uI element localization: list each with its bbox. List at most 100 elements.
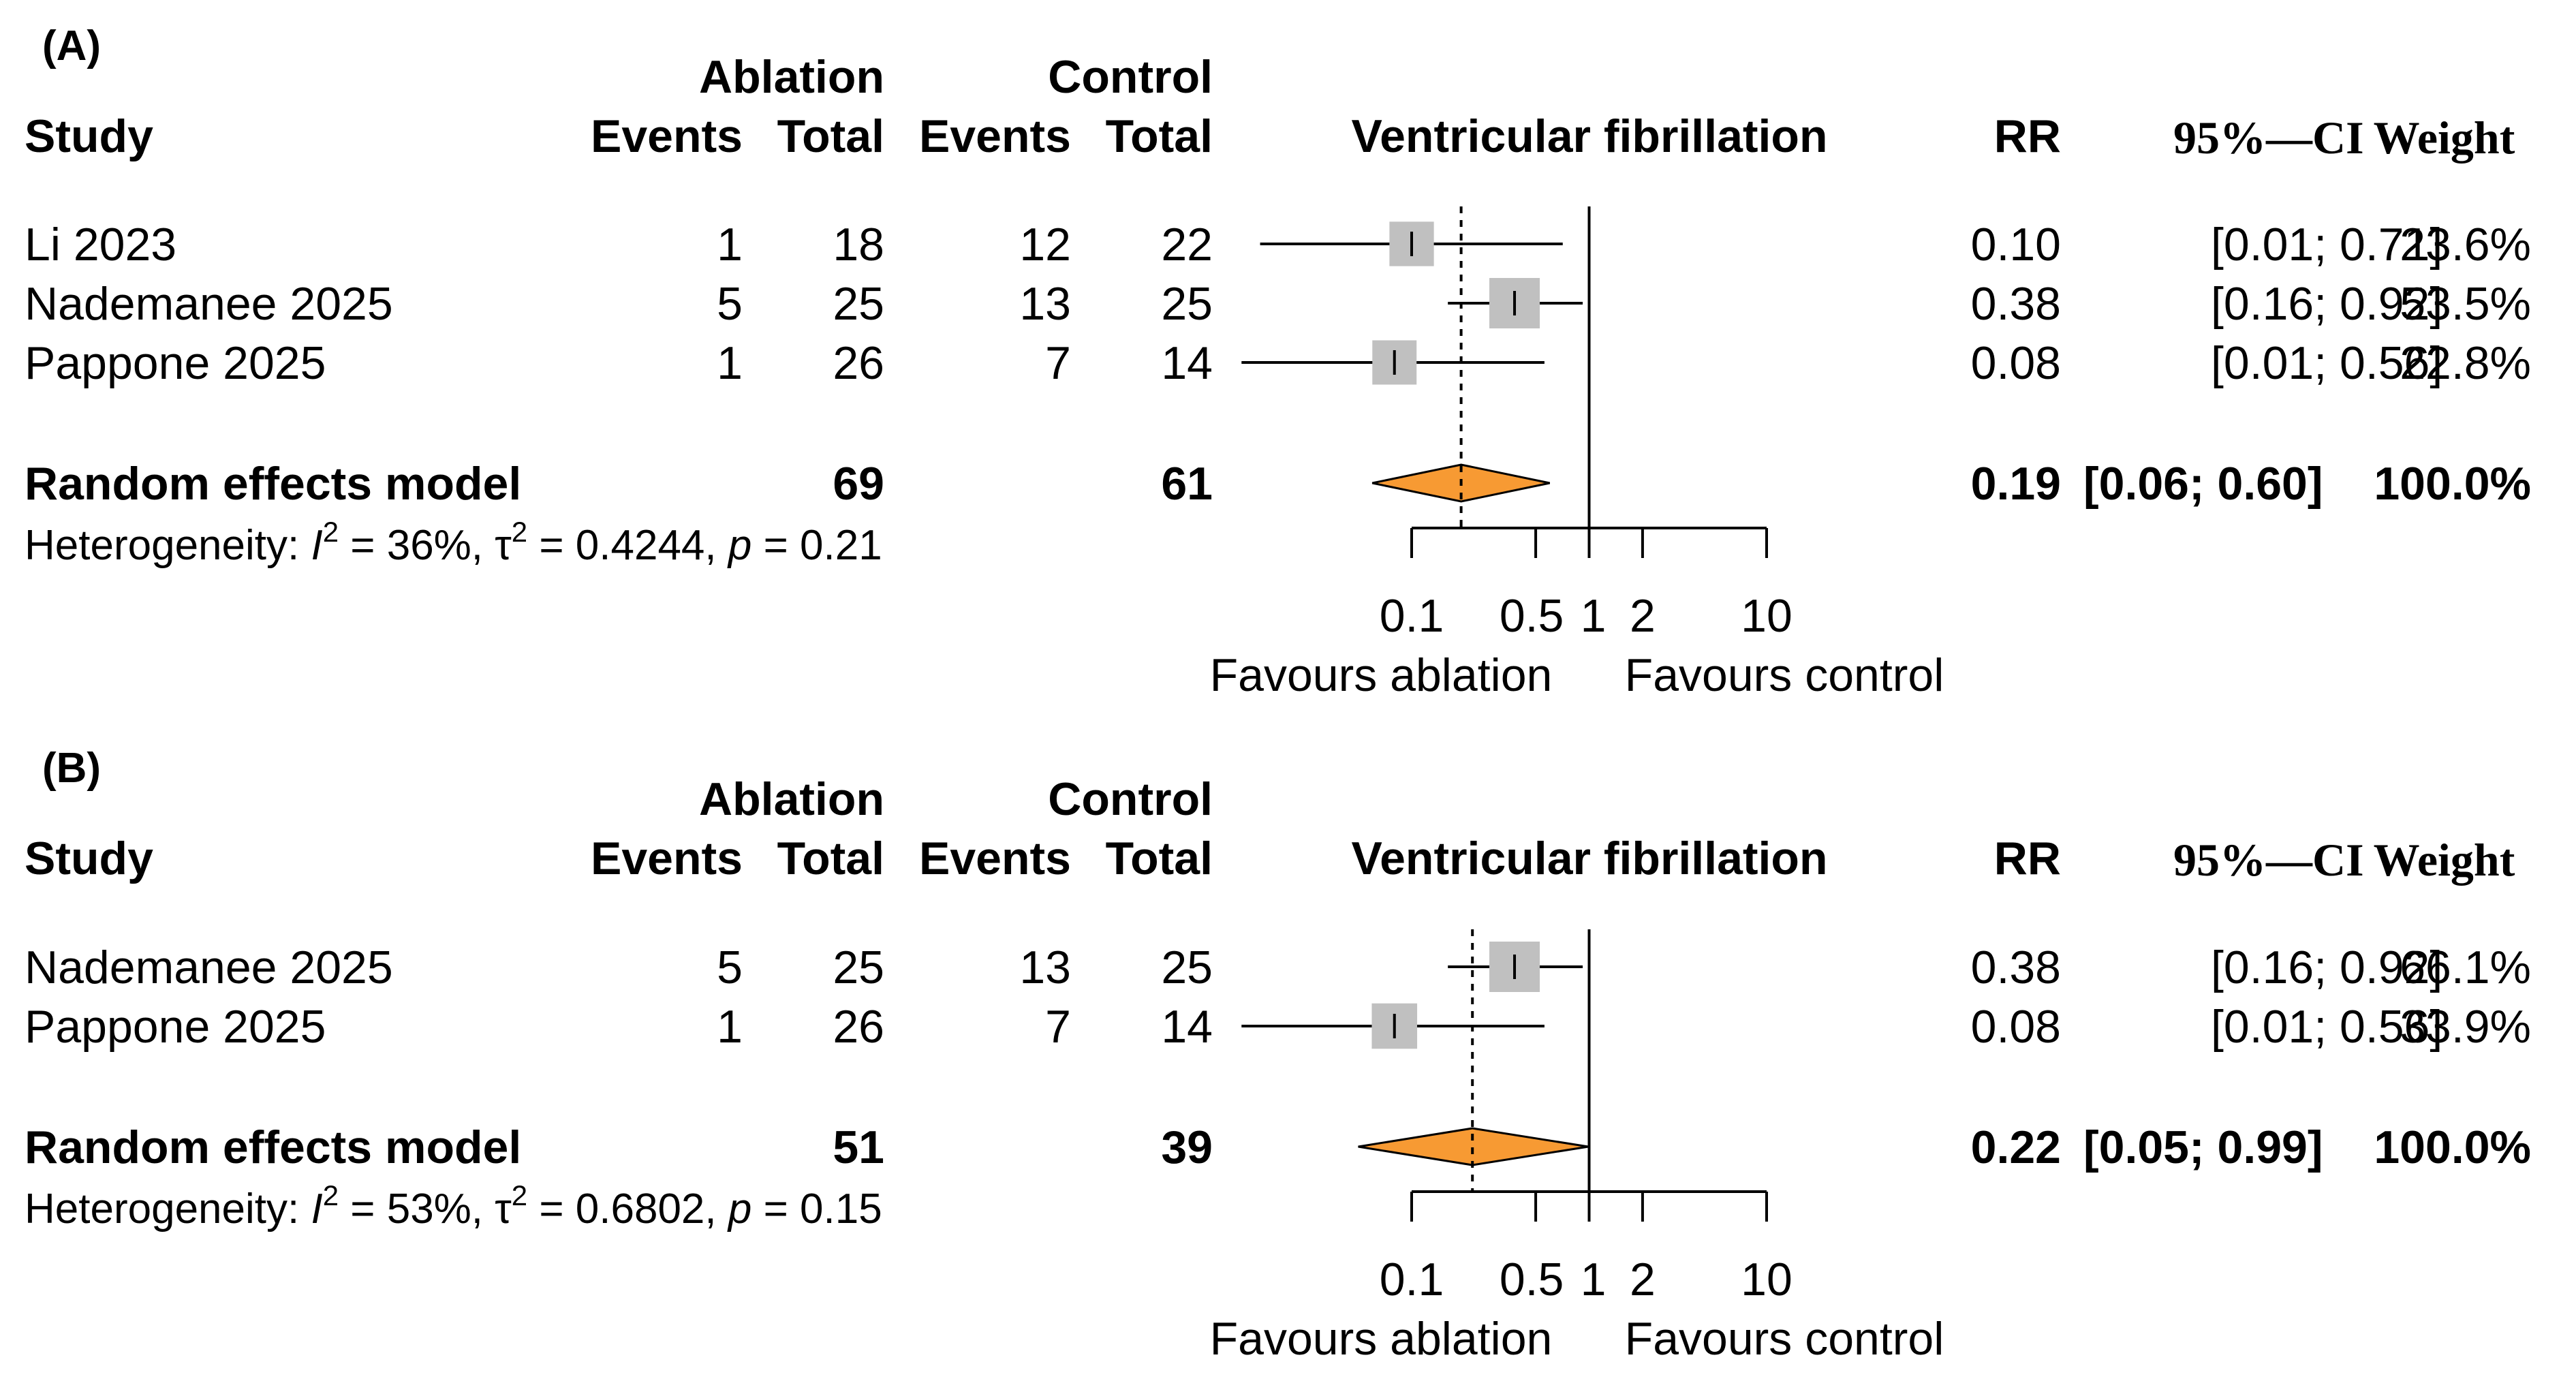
header-ablation: Ablation <box>699 773 884 825</box>
header-ablation-events: Events <box>591 110 743 162</box>
header-control-events: Events <box>919 833 1071 884</box>
header-ci-weight: 95%—CI Weight <box>2173 112 2515 164</box>
header-ablation-events: Events <box>591 833 743 884</box>
heterogeneity-part: 2 <box>323 1179 339 1211</box>
control-total: 14 <box>1161 337 1213 389</box>
x-tick-label: 0.1 <box>1380 1254 1444 1305</box>
favours-left-label: Favours ablation <box>1210 649 1553 701</box>
ablation-events: 1 <box>717 219 743 270</box>
model-control-total: 61 <box>1161 458 1213 510</box>
model-weight: 100.0% <box>2374 458 2531 510</box>
study-name: Nademanee 2025 <box>25 942 393 993</box>
ablation-events: 1 <box>717 1001 743 1053</box>
study-row: Nademanee 2025 5 25 13 25 0.38 [0.16; 0.92]66.… <box>25 942 2531 993</box>
model-row: Random effects model 69 61 0.19 [0.06; 0.60]… <box>25 458 2531 510</box>
x-tick-label: 0.5 <box>1500 590 1564 642</box>
heterogeneity-part: I <box>311 1186 322 1233</box>
weight-value: 23.6% <box>2400 219 2531 270</box>
x-tick-label: 2 <box>1630 1254 1656 1305</box>
header-control: Control <box>1048 773 1213 825</box>
control-total: 25 <box>1161 942 1213 993</box>
weight-value: 22.8% <box>2400 337 2531 389</box>
ablation-total: 25 <box>833 942 884 993</box>
heterogeneity-part: = 0.4244, <box>527 522 728 569</box>
model-name: Random effects model <box>25 458 521 510</box>
ablation-events: 1 <box>717 337 743 389</box>
x-tick-label: 1 <box>1581 590 1607 642</box>
ablation-total: 26 <box>833 337 884 389</box>
rr-value: 0.08 <box>1971 337 2061 389</box>
header-rr: RR <box>1994 833 2061 884</box>
heterogeneity-text: Heterogeneity: I2 = 36%, τ2 = 0.4244, p … <box>25 516 882 569</box>
heterogeneity-part: = 0.6802, <box>527 1186 728 1233</box>
x-axis: 0.1 0.5 1 2 10 Favours ablation Favours contro… <box>1210 1190 1944 1365</box>
header-ablation: Ablation <box>699 51 884 103</box>
favours-right-label: Favours control <box>1625 649 1944 701</box>
header-ablation-total: Total <box>777 833 884 884</box>
header-weight: Weight <box>2374 112 2515 164</box>
model-control-total: 39 <box>1161 1121 1213 1173</box>
forest-panel-b: (B) Ablation Control Study Events Total Events… <box>25 745 2531 1365</box>
study-row: Li 2023 1 18 12 22 0.10 [0.01; 0.71]23.6% <box>25 219 2531 270</box>
heterogeneity-part: p <box>727 522 751 569</box>
x-tick-label: 10 <box>1741 1254 1793 1305</box>
study-row: Nademanee 2025 5 25 13 25 0.38 [0.16; 0.92]53.… <box>25 278 2531 330</box>
header-ablation-total: Total <box>777 110 884 162</box>
x-tick-label: 0.5 <box>1500 1254 1564 1305</box>
model-name: Random effects model <box>25 1121 521 1173</box>
rr-value: 0.38 <box>1971 942 2061 993</box>
heterogeneity-part: I <box>311 522 322 569</box>
panel-label: (B) <box>42 745 101 792</box>
study-name: Li 2023 <box>25 219 176 270</box>
header-study: Study <box>25 833 153 884</box>
control-events: 7 <box>1045 1001 1071 1053</box>
control-events: 13 <box>1019 278 1071 330</box>
study-name: Pappone 2025 <box>25 1001 326 1053</box>
heterogeneity-part: 2 <box>323 516 339 548</box>
ci-value: [0.01; 0.71] <box>2211 219 2442 270</box>
model-weight: 100.0% <box>2374 1121 2531 1173</box>
ablation-total: 26 <box>833 1001 884 1053</box>
header-rr: RR <box>1994 110 2061 162</box>
header-control-total: Total <box>1106 833 1213 884</box>
heterogeneity-part: Heterogeneity: <box>25 1186 311 1233</box>
control-total: 22 <box>1161 219 1213 270</box>
control-events: 7 <box>1045 337 1071 389</box>
model-rr: 0.22 <box>1971 1121 2061 1173</box>
x-tick-label: 0.1 <box>1380 590 1444 642</box>
favours-left-label: Favours ablation <box>1210 1313 1553 1365</box>
ablation-events: 5 <box>717 278 743 330</box>
heterogeneity-part: = 0.21 <box>751 522 882 569</box>
study-name: Nademanee 2025 <box>25 278 393 330</box>
header-control: Control <box>1048 51 1213 103</box>
heterogeneity-part: Heterogeneity: <box>25 522 311 569</box>
study-row: Pappone 2025 1 26 7 14 0.08 [0.01; 0.56]22.8% <box>25 337 2531 389</box>
weight-value: 66.1% <box>2400 942 2531 993</box>
ci-value: [0.16; 0.92] <box>2211 942 2442 993</box>
heterogeneity-part: 2 <box>512 516 527 548</box>
model-ablation-total: 69 <box>833 458 884 510</box>
model-ci: [0.06; 0.60] <box>2083 458 2323 510</box>
heterogeneity-part: p <box>727 1186 751 1233</box>
model-ablation-total: 51 <box>833 1121 884 1173</box>
heterogeneity-part: = 53%, τ <box>339 1186 512 1233</box>
control-events: 12 <box>1019 219 1071 270</box>
x-tick-label: 1 <box>1581 1254 1607 1305</box>
header-study: Study <box>25 110 153 162</box>
ablation-total: 18 <box>833 219 884 270</box>
header-ci: 95%—CI <box>2173 112 2364 164</box>
model-row: Random effects model 51 39 0.22 [0.05; 0.99]… <box>25 1121 2531 1173</box>
control-events: 13 <box>1019 942 1071 993</box>
rr-value: 0.08 <box>1971 1001 2061 1053</box>
x-tick-label: 10 <box>1741 590 1793 642</box>
control-total: 25 <box>1161 278 1213 330</box>
x-axis: 0.1 0.5 1 2 10 Favours ablation Favours contro… <box>1210 527 1944 701</box>
x-tick-label: 2 <box>1630 590 1656 642</box>
heterogeneity-part: = 36%, τ <box>339 522 512 569</box>
forest-panel-a: (A) Ablation Control Study Events Total Events… <box>25 22 2531 701</box>
header-weight: Weight <box>2374 834 2515 886</box>
ci-value: [0.01; 0.56] <box>2211 337 2442 389</box>
study-row: Pappone 2025 1 26 7 14 0.08 [0.01; 0.56]33.9% <box>25 1001 2531 1053</box>
heterogeneity-part: 2 <box>512 1179 527 1211</box>
